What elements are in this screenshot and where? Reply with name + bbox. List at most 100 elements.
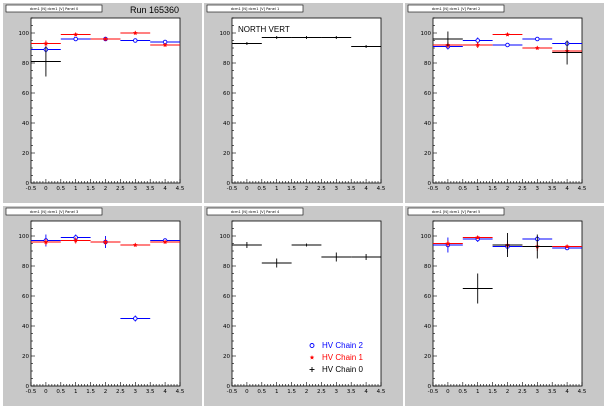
- x-tick-label: -0.5: [26, 186, 37, 192]
- panel-title: dcm1 [N] dcm1 [V] Panel 2: [432, 7, 481, 11]
- x-tick-label: 2: [305, 186, 309, 192]
- legend-entry: HV Chain 0: [309, 365, 363, 374]
- y-tick-label: 80: [22, 61, 29, 67]
- panel-title-box: [5, 207, 103, 216]
- data-point: [552, 40, 582, 65]
- data-point: [321, 36, 352, 39]
- x-tick-label: -0.5: [428, 186, 439, 192]
- circle-marker: [133, 316, 138, 321]
- x-tick-label: 2: [305, 389, 309, 395]
- y-tick-label: 80: [22, 264, 29, 270]
- x-tick-label: 0: [446, 389, 450, 395]
- star-marker: [445, 240, 451, 246]
- star-marker: [505, 31, 510, 37]
- panel-title: dcm1 [N] dcm1 [V] Panel 3: [30, 210, 79, 214]
- y-tick-label: 0: [26, 384, 30, 390]
- star-marker: [162, 239, 168, 245]
- panel-title-box: [5, 4, 103, 13]
- data-point: [120, 38, 151, 43]
- x-tick-label: 3: [335, 186, 339, 192]
- x-tick-label: 4: [364, 389, 368, 395]
- data-point: [291, 243, 322, 247]
- circle-marker: [535, 36, 540, 42]
- panel-title-box: [407, 4, 505, 13]
- legend-entry: HV Chain 1: [309, 353, 363, 362]
- x-tick-label: -0.5: [227, 389, 238, 395]
- star-marker: [103, 239, 108, 245]
- data-point: [60, 31, 91, 37]
- panel-1: dcm1 [N] dcm1 [V] Panel 1-0.5 0 0.5 1 1.5 2 2.…: [204, 3, 403, 203]
- x-tick-label: 1.5: [86, 389, 95, 395]
- x-tick-label: 1: [476, 186, 480, 192]
- star-marker: [73, 31, 79, 37]
- y-tick-label: 60: [424, 294, 431, 300]
- legend: HV Chain 2 HV Chain 1 HV Chain 0: [309, 341, 363, 374]
- x-tick-label: 4.5: [377, 389, 386, 395]
- data-point: [31, 40, 61, 47]
- x-tick-label: -0.5: [428, 389, 439, 395]
- data-point: [261, 36, 292, 39]
- data-point: [433, 240, 463, 247]
- data-point: [120, 242, 151, 248]
- y-tick-label: 100: [220, 234, 231, 240]
- x-tick-label: 1.5: [287, 389, 296, 395]
- panel-title-box: [206, 207, 304, 216]
- panel-title: dcm1 [N] dcm1 [V] Panel 0: [30, 7, 79, 11]
- data-point: [522, 45, 553, 51]
- circle-marker: [505, 42, 510, 48]
- y-tick-label: 60: [22, 91, 29, 97]
- x-tick-label: 2: [506, 389, 510, 395]
- y-tick-label: 60: [223, 294, 230, 300]
- data-point: [261, 258, 292, 268]
- star-marker: [43, 40, 49, 46]
- panel-title: dcm1 [N] dcm1 [V] Panel 4: [231, 210, 280, 214]
- x-tick-label: 4.5: [578, 186, 587, 192]
- data-point: [492, 31, 523, 37]
- y-tick-label: 20: [223, 151, 230, 157]
- x-tick-label: 4: [565, 186, 569, 192]
- star-marker: [43, 239, 49, 245]
- x-tick-label: 1: [74, 186, 78, 192]
- star-marker: [534, 45, 540, 51]
- panel-title-box: [206, 4, 304, 13]
- y-tick-label: 100: [220, 31, 231, 37]
- data-point: [31, 46, 61, 77]
- y-tick-label: 80: [424, 61, 431, 67]
- panel-2: dcm1 [N] dcm1 [V] Panel 2-0.5 0 0.5 1 1.5 2 2.…: [405, 3, 604, 203]
- y-tick-label: 40: [223, 121, 230, 127]
- data-point: [60, 237, 91, 244]
- y-tick-label: 60: [424, 91, 431, 97]
- x-tick-label: 0.5: [257, 186, 266, 192]
- y-tick-label: 0: [428, 384, 432, 390]
- data-point: [232, 42, 262, 45]
- y-tick-label: 0: [26, 181, 30, 187]
- x-tick-label: 3: [134, 389, 138, 395]
- data-point: [232, 242, 262, 248]
- x-tick-label: 1: [275, 389, 279, 395]
- plot-frame: [30, 17, 181, 184]
- x-tick-label: 3: [536, 186, 540, 192]
- x-tick-label: 3: [134, 186, 138, 192]
- x-tick-label: 0: [245, 186, 249, 192]
- panel-title: dcm1 [N] dcm1 [V] Panel 1: [231, 7, 280, 11]
- legend-label: HV Chain 0: [322, 365, 363, 374]
- y-tick-label: 20: [22, 151, 29, 157]
- y-tick-label: 60: [223, 91, 230, 97]
- data-point: [462, 273, 493, 304]
- data-point: [150, 39, 180, 45]
- y-tick-label: 40: [22, 121, 29, 127]
- x-tick-label: 1: [275, 186, 279, 192]
- x-tick-label: 1.5: [287, 186, 296, 192]
- x-tick-label: 2.5: [518, 186, 527, 192]
- star-marker: [475, 42, 481, 48]
- y-tick-label: 0: [227, 181, 231, 187]
- star-marker: [132, 30, 138, 36]
- panel-3: dcm1 [N] dcm1 [V] Panel 3-0.5 0 0.5 1 1.5 2 2.…: [3, 206, 202, 406]
- y-tick-label: 100: [19, 31, 30, 37]
- x-tick-label: 3.5: [548, 186, 557, 192]
- x-tick-label: 2: [506, 186, 510, 192]
- x-tick-label: 0: [44, 389, 48, 395]
- data-point: [462, 234, 493, 240]
- data-point: [321, 252, 352, 262]
- star-marker: [475, 234, 481, 240]
